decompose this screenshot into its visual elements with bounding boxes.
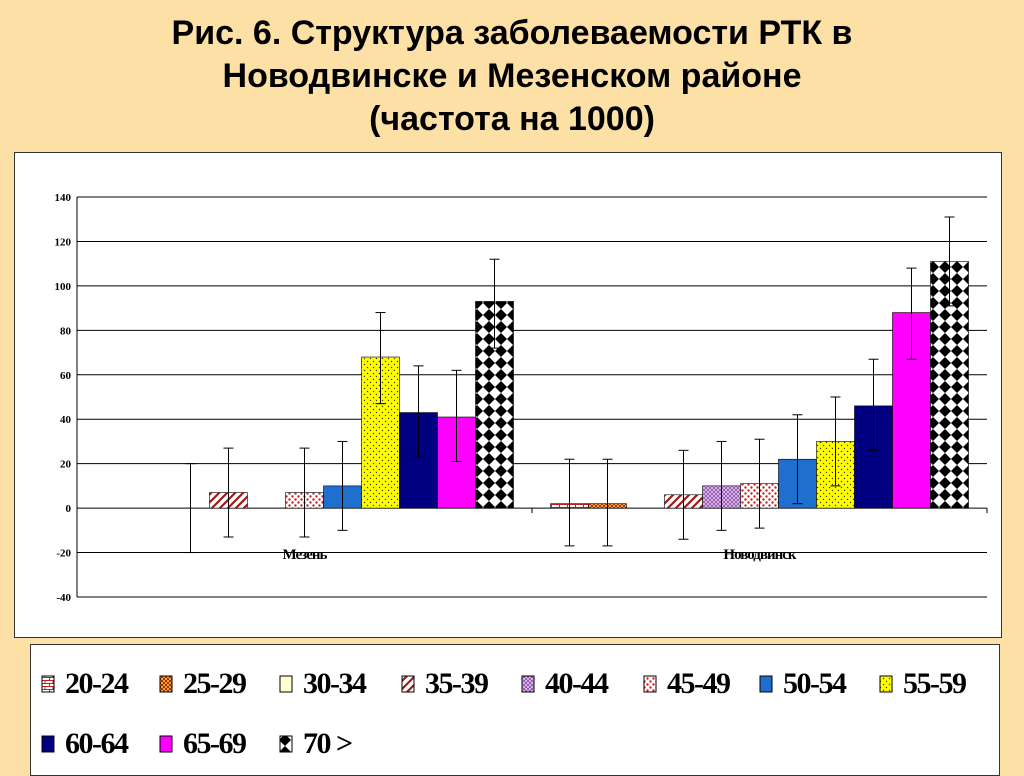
y-tick-label: 120 [55,236,72,248]
legend-item-5559: 55-59 [879,667,967,701]
bar-chart: -40 -20 0 20 40 60 80 100 120 140 Мезень Новодвинск [55,192,988,604]
legend-swatch [41,675,55,693]
legend-label: 45-49 [667,667,731,700]
legend-label: 55-59 [903,667,967,700]
legend-label: 50-54 [783,667,847,700]
legend-swatch [279,735,293,753]
legend-swatch [401,675,415,693]
y-tick-label: 100 [55,281,72,293]
title-line-1: Рис. 6. Структура заболеваемости РТК в [171,14,853,52]
title-line-2: Новодвинске и Мезенском районе [222,57,802,95]
legend-swatch [279,675,293,693]
legend-swatch [159,675,173,693]
legend-swatch [521,675,535,693]
y-tick-label: 40 [60,414,72,426]
y-tick-label: -40 [56,592,71,604]
legend-item-3539: 35-39 [401,667,489,701]
legend-swatch [643,675,657,693]
legend-swatch [159,735,173,753]
title-line-3: (частота на 1000) [369,100,655,138]
y-tick-label: 140 [55,192,72,204]
legend-item-6064: 60-64 [41,727,129,761]
legend-swatch [879,675,893,693]
legend-item-6569: 65-69 [159,727,247,761]
legend-item-2024: 20-24 [41,667,129,701]
legend: 20-24 25-29 30-34 35-39 40-44 45-49 50-54 55-59… [30,644,1000,776]
y-tick-label: 60 [60,370,72,382]
legend-swatch [41,735,55,753]
legend-label: 65-69 [183,727,247,760]
y-tick-label: 0 [66,503,72,515]
y-tick-label: 20 [60,459,72,471]
y-tick-label: 80 [60,325,72,337]
legend-label: 70 > [303,727,353,760]
legend-item-4549: 45-49 [643,667,731,701]
legend-item-3034: 30-34 [279,667,367,701]
legend-item-70: 70 > [279,727,353,761]
legend-swatch [759,675,773,693]
legend-item-5054: 50-54 [759,667,847,701]
legend-item-4044: 40-44 [521,667,609,701]
legend-label: 35-39 [425,667,489,700]
legend-label: 40-44 [545,667,609,700]
legend-label: 60-64 [65,727,129,760]
legend-item-2529: 25-29 [159,667,247,701]
x-category-label: Новодвинск [723,547,796,563]
legend-label: 25-29 [183,667,247,700]
x-category-label: Мезень [283,547,328,563]
legend-label: 30-34 [303,667,367,700]
plot-area: -40 -20 0 20 40 60 80 100 120 140 Мезень Новодвинск [14,152,1002,638]
legend-label: 20-24 [65,667,129,700]
y-tick-label: -20 [56,548,71,560]
chart-title: Рис. 6. Структура заболеваемости РТК в Н… [0,12,1024,141]
